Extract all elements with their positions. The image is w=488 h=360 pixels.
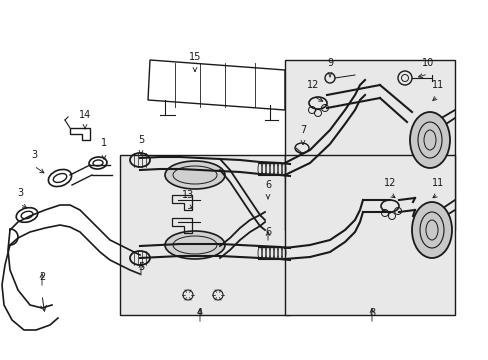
Ellipse shape: [409, 112, 449, 168]
Text: 11: 11: [431, 178, 443, 188]
Text: 7: 7: [299, 125, 305, 135]
Text: 2: 2: [39, 272, 45, 282]
Text: 3: 3: [17, 188, 23, 198]
Text: 5: 5: [138, 135, 144, 145]
Ellipse shape: [164, 161, 224, 189]
Text: 12: 12: [306, 80, 319, 90]
Text: 14: 14: [79, 110, 91, 120]
Text: 15: 15: [188, 52, 201, 62]
Bar: [120, 155, 289, 315]
Bar: [285, 60, 454, 230]
Text: 1: 1: [101, 138, 107, 148]
Text: 8: 8: [368, 308, 374, 318]
Text: 12: 12: [383, 178, 395, 188]
Ellipse shape: [164, 231, 224, 259]
Text: 6: 6: [264, 227, 270, 237]
Text: 3: 3: [31, 150, 37, 160]
Text: 13: 13: [182, 190, 194, 200]
Text: 11: 11: [431, 80, 443, 90]
Text: 9: 9: [326, 58, 332, 68]
Text: 10: 10: [421, 58, 433, 68]
Text: 6: 6: [264, 180, 270, 190]
Ellipse shape: [411, 202, 451, 258]
Text: 5: 5: [138, 262, 144, 272]
Bar: [285, 155, 454, 315]
Text: 4: 4: [197, 308, 203, 318]
